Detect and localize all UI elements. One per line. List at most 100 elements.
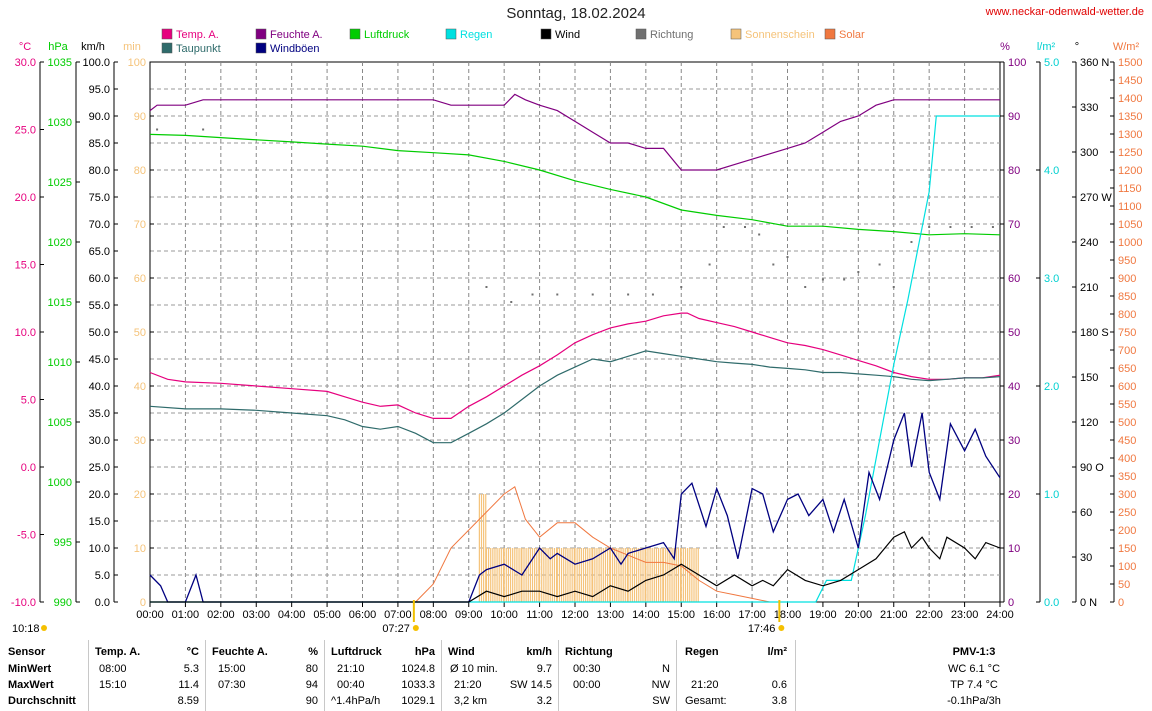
site-url[interactable]: www.neckar-odenwald-wetter.de [985,6,1144,18]
stats-temp-max-time: 15:10 [99,679,127,691]
sun-icon [41,625,47,631]
stats-press-col: Luftdruck hPa 21:10 1024.8 00:40 1033.3 … [325,640,441,711]
legend-swatch [445,28,457,40]
x-tick-label: 22:00 [915,609,943,621]
stats-hum-min-val: 80 [305,663,318,675]
axis-label-rain: 3.0 [1044,273,1059,285]
legend-label: Temp. A. [176,29,219,41]
axis-unit-sun: min [123,41,141,53]
legend-swatch [349,28,361,40]
axis-label-wind: 15.0 [89,516,110,528]
stats-dir-col: Richtung 00:30 N 00:00 NW SW [559,640,676,711]
stats-temp-min-val: 5.3 [183,663,199,675]
stats-wind-avg-val: 9.7 [536,663,552,675]
stats-press-max-time: 00:40 [337,679,365,691]
direction-dot [991,226,994,228]
axis-label-solar: 100 [1118,561,1136,573]
stats-hum-max-time: 07:30 [218,679,246,691]
axis-label-press: 1015 [48,297,72,309]
axis-label-temp: 25.0 [15,125,36,137]
wind-line [150,530,1001,603]
x-tick-label: 14:00 [632,609,660,621]
axis-label-press: 1000 [48,477,72,489]
axis-label-sun: 90 [134,111,146,123]
axis-label-hum: 0 [1008,597,1014,609]
stats-hum-avg-val: 90 [305,695,318,707]
direction-dot [843,278,846,281]
axis-label-sun: 50 [134,327,146,339]
axis-label-solar: 700 [1118,345,1136,357]
axis-label-solar: 950 [1118,255,1136,267]
stats-row-min: MinWert [8,663,52,675]
sun-mark-time: 17:46 [748,623,776,635]
x-tick-label: 09:00 [455,609,483,621]
axis-label-hum: 70 [1008,219,1020,231]
stats-rain-max-val: 0.6 [771,679,787,691]
axis-label-press: 1030 [48,117,72,129]
direction-dot [202,128,205,131]
legend-swatch [730,28,742,40]
axis-label-solar: 0 [1118,597,1124,609]
axis-label-temp: 30.0 [15,57,36,69]
axis-label-press: 1025 [48,177,72,189]
axis-label-dir: 270 W [1080,192,1112,204]
stats-temp-unit: °C [186,646,199,658]
legend-swatch [635,28,647,40]
legend-swatch [255,28,267,40]
axis-label-solar: 300 [1118,489,1136,501]
x-tick-label: 15:00 [667,609,695,621]
legend-label: Richtung [650,29,693,41]
x-tick-label: 08:00 [420,609,448,621]
stats-press-max-val: 1033.3 [401,679,435,691]
axis-label-press: 1010 [48,357,72,369]
axis-label-dir: 210 [1080,282,1098,294]
x-tick-label: 03:00 [242,609,270,621]
stats-press-trend: ^1.4hPa/h [331,695,381,707]
x-tick-label: 11:00 [526,609,553,621]
axis-unit-temp: °C [19,41,31,53]
axis-unit-solar: W/m² [1113,41,1140,53]
stats-dir-avg-val: SW [652,695,670,707]
axis-label-sun: 30 [134,435,146,447]
stats-press-avg-val: 1029.1 [401,695,435,707]
axis-label-solar: 800 [1118,309,1136,321]
stats-wind-unit: km/h [526,646,552,658]
axis-label-solar: 1050 [1118,219,1142,231]
stats-hum-max-val: 94 [305,679,318,691]
legend-label: Taupunkt [176,43,221,55]
axis-label-wind: 60.0 [89,273,110,285]
taupunkt-line [149,350,1001,444]
stats-pmv-wc: WC 6.1 °C [947,663,1001,675]
axis-label-temp: 0.0 [21,462,36,474]
stats-dir-max-val: NW [651,679,670,691]
regen-line [150,115,1000,603]
stats-press-min-val: 1024.8 [401,663,435,675]
axis-label-dir: 60 [1080,507,1092,519]
stats-hum-col: Feuchte A. % 15:00 80 07:30 94 90 [206,640,324,711]
legend-swatch [540,28,552,40]
axis-label-wind: 55.0 [89,300,110,312]
axis-label-sun: 10 [134,543,146,555]
stats-dir-min-time: 00:30 [573,663,601,675]
direction-dot [591,293,594,296]
axis-label-temp: -5.0 [17,530,36,542]
legend-label: Feuchte A. [270,29,323,41]
axis-label-dir: 0 N [1080,597,1097,609]
axis-label-solar: 1400 [1118,93,1142,105]
axis-label-wind: 95.0 [89,84,110,96]
legend-swatch [824,28,836,40]
stats-press-header: Luftdruck [331,646,382,658]
x-tick-label: 16:00 [703,609,731,621]
stats-pmv-trend: -0.1hPa/3h [947,695,1001,707]
x-tick-label: 17:00 [738,609,766,621]
axis-label-hum: 40 [1008,381,1020,393]
chart-svg: 00:00 01:00 02:00 03:00 04:00 05:00 06:00 07:00… [11,28,1142,635]
stats-rain-total-label: Gesamt: [685,695,727,707]
direction-dot [485,286,488,288]
x-tick-label: 01:00 [172,609,200,621]
axis-label-wind: 75.0 [89,192,110,204]
axis-label-solar: 1000 [1118,237,1142,249]
axis-label-solar: 200 [1118,525,1136,537]
axis-label-sun: 80 [134,165,146,177]
legend-label: Luftdruck [364,29,410,41]
